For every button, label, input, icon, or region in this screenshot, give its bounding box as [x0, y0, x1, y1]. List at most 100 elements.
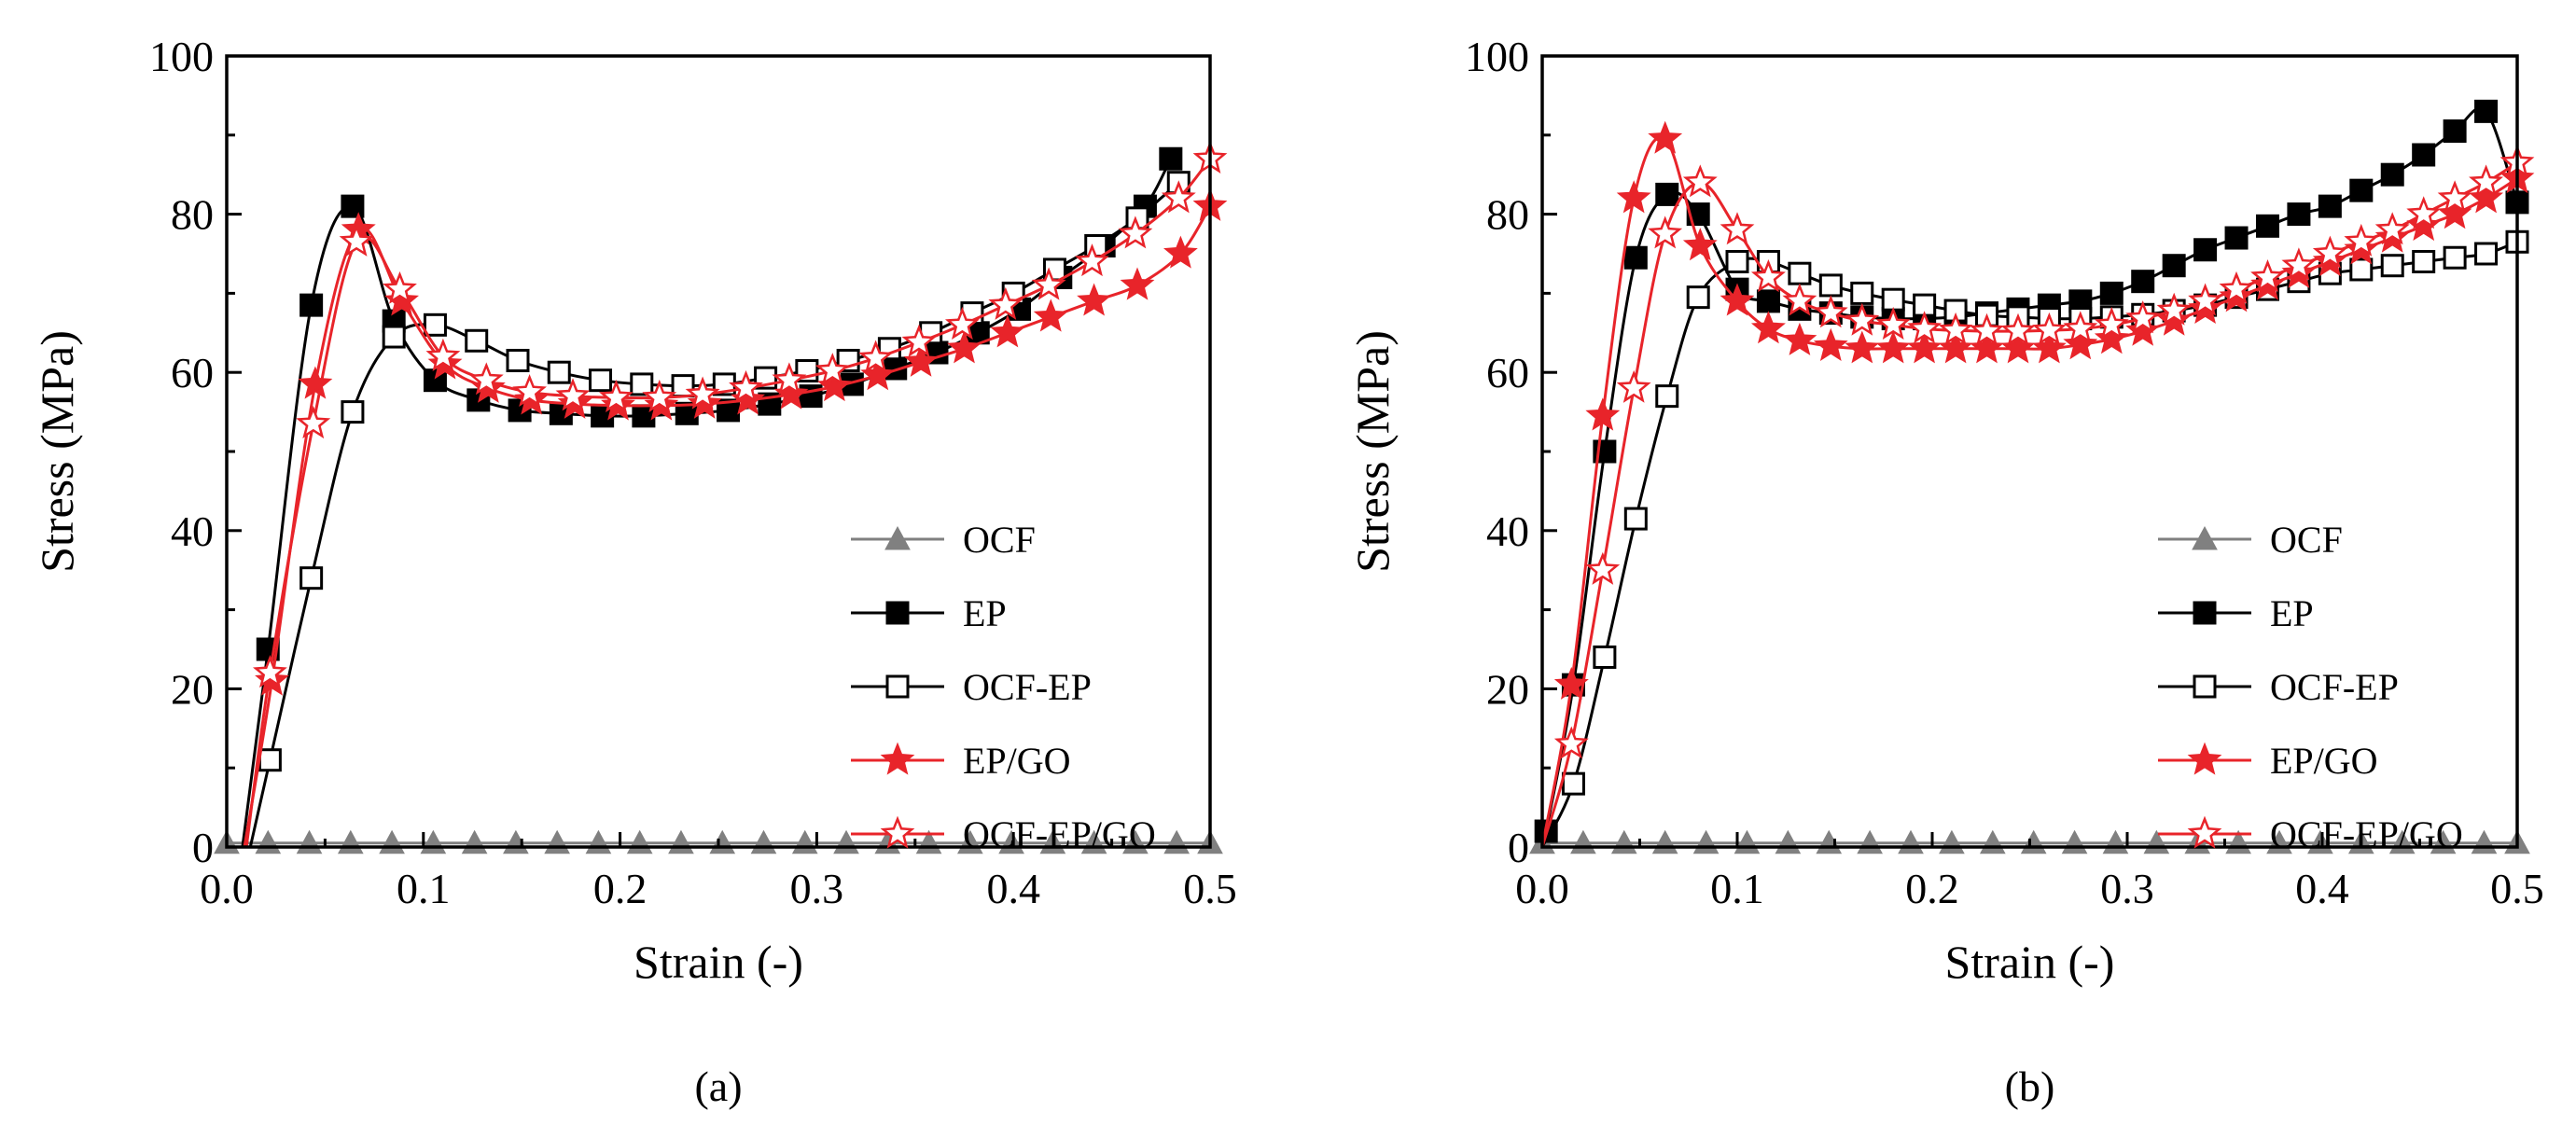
data-point — [1782, 322, 1817, 355]
data-point — [1875, 330, 1911, 364]
panel-label: (a) — [694, 1062, 742, 1110]
data-point — [901, 324, 937, 357]
data-point — [1756, 289, 1780, 313]
data-point — [2188, 283, 2223, 316]
data-point — [1655, 182, 1679, 206]
data-point — [1553, 666, 1589, 700]
legend-label: OCF-EP — [963, 666, 1092, 708]
data-point — [298, 366, 333, 399]
data-point — [903, 343, 939, 377]
legend: OCF EP OCF-EP EP/GO OCF-EP/GO — [851, 519, 1156, 855]
y-tick-label: 0 — [192, 824, 214, 871]
data-point — [2099, 281, 2123, 305]
data-point — [252, 654, 287, 688]
x-tick-label: 0.2 — [1905, 865, 1959, 912]
legend-label: EP — [963, 592, 1007, 634]
data-point — [2224, 226, 2249, 250]
data-point — [1788, 261, 1812, 285]
data-point — [990, 314, 1025, 348]
data-point — [2437, 180, 2472, 214]
data-point — [1623, 245, 1648, 270]
y-tick-label: 100 — [149, 33, 214, 80]
data-point — [1031, 267, 1066, 300]
data-point — [465, 328, 489, 353]
data-point — [1938, 330, 1973, 364]
data-point — [1077, 283, 1112, 316]
data-point — [2125, 312, 2161, 346]
data-point — [630, 372, 654, 396]
data-point — [1845, 330, 1880, 364]
data-point — [2412, 249, 2436, 273]
legend-label: OCF — [963, 519, 1036, 561]
data-point — [1553, 726, 1589, 759]
data-point — [1720, 283, 1755, 316]
legend-label: EP/GO — [963, 740, 1071, 782]
data-point — [1118, 215, 1153, 249]
x-axis-title: Strain (-) — [1945, 936, 2115, 988]
data-point — [2281, 247, 2317, 281]
data-point — [382, 325, 406, 349]
x-tick-label: 0.5 — [2490, 865, 2544, 912]
data-point — [506, 348, 530, 372]
data-point — [2162, 254, 2186, 278]
data-point — [2094, 321, 2129, 354]
panel-label: (b) — [2005, 1062, 2055, 1110]
data-point — [642, 379, 677, 413]
data-point — [1682, 228, 1718, 261]
legend-entry: EP/GO — [851, 740, 1071, 782]
data-point — [512, 374, 547, 408]
series-ep-go — [1542, 120, 2535, 848]
data-point — [671, 374, 695, 398]
y-axis-title: Stress (MPa) — [1346, 330, 1399, 573]
x-axis-title: Strain (-) — [634, 936, 803, 988]
data-point — [1561, 771, 1585, 796]
data-point — [2031, 330, 2067, 364]
chart-panel-b: 0.0 0.1 0.2 0.3 0.4 0.5 0 20 40 60 80 100 Strain (-)… — [1346, 33, 2544, 1110]
x-tick-label: 0.1 — [1710, 865, 1764, 912]
data-point — [2380, 254, 2404, 278]
y-tick-label: 100 — [1465, 33, 1529, 80]
data-point — [1938, 312, 1973, 345]
data-point — [2193, 238, 2218, 262]
x-tick-label: 0.0 — [1515, 865, 1569, 912]
data-point — [2443, 119, 2467, 144]
data-point — [1163, 235, 1198, 269]
data-point — [1682, 164, 1718, 198]
data-point — [2000, 330, 2036, 364]
series-ocf-ep-go — [244, 140, 1228, 848]
series-ocf-ep — [1542, 229, 2529, 848]
y-axis-title: Stress (MPa) — [31, 330, 83, 573]
legend-entry: EP/GO — [2158, 740, 2378, 782]
data-point — [299, 566, 324, 590]
data-point — [772, 362, 807, 396]
data-point — [1720, 212, 1755, 245]
data-point — [2063, 311, 2098, 344]
axes-frame — [225, 54, 1212, 849]
data-point — [815, 353, 850, 386]
data-point — [468, 362, 504, 396]
legend-entry: OCF-EP/GO — [851, 813, 1156, 855]
data-point — [1850, 281, 1874, 305]
data-point — [2443, 245, 2467, 270]
data-point — [944, 306, 980, 340]
data-point — [2344, 223, 2379, 257]
data-point — [2437, 196, 2472, 229]
axes-frame — [1540, 54, 2519, 849]
data-point — [1907, 330, 1942, 364]
data-point — [2469, 164, 2504, 198]
series-ocf-ep-go — [1542, 145, 2535, 848]
data-point — [1616, 180, 1651, 214]
series-ep — [241, 146, 1183, 848]
legend-entry: OCF — [2158, 519, 2343, 561]
data-point — [1875, 306, 1911, 340]
data-point — [2474, 99, 2499, 123]
series-ep — [1534, 99, 2529, 843]
data-point — [1881, 287, 1905, 312]
data-point — [339, 223, 374, 257]
legend-marker — [2193, 601, 2217, 625]
legend-entry: OCF-EP/GO — [2158, 813, 2463, 855]
series-group — [1529, 99, 2535, 854]
data-point — [1970, 330, 2004, 364]
legend-marker — [2187, 742, 2222, 775]
data-point — [2156, 302, 2192, 336]
